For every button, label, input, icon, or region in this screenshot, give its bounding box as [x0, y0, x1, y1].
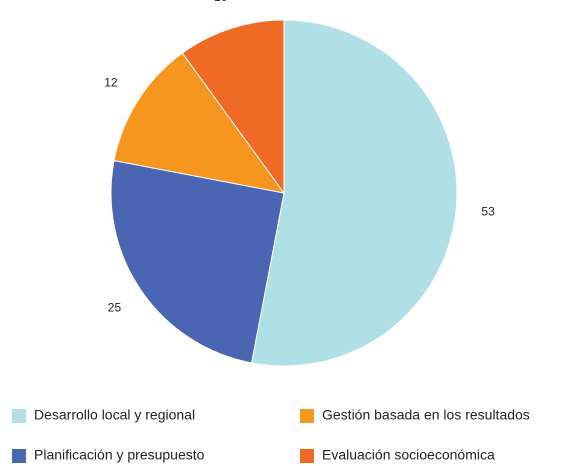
data-label: 25	[108, 300, 122, 314]
legend-label: Evaluación socioeconómica	[322, 447, 495, 463]
pie-slice	[113, 52, 286, 194]
data-label: 53	[481, 204, 495, 218]
legend-swatch	[12, 409, 26, 423]
legend-label: Desarrollo local y regional	[34, 407, 195, 423]
data-label: 10	[214, 0, 228, 4]
pie-slice	[181, 19, 285, 195]
legend-swatch	[300, 449, 314, 463]
legend-label: Gestión basada en los resultados	[322, 407, 530, 423]
legend-swatch	[12, 449, 26, 463]
pie-slice	[250, 19, 458, 367]
pie-slice	[110, 159, 285, 364]
legend-label: Planificación y presupuesto	[34, 447, 205, 463]
legend-swatch	[300, 409, 314, 423]
data-label: 12	[104, 75, 118, 89]
